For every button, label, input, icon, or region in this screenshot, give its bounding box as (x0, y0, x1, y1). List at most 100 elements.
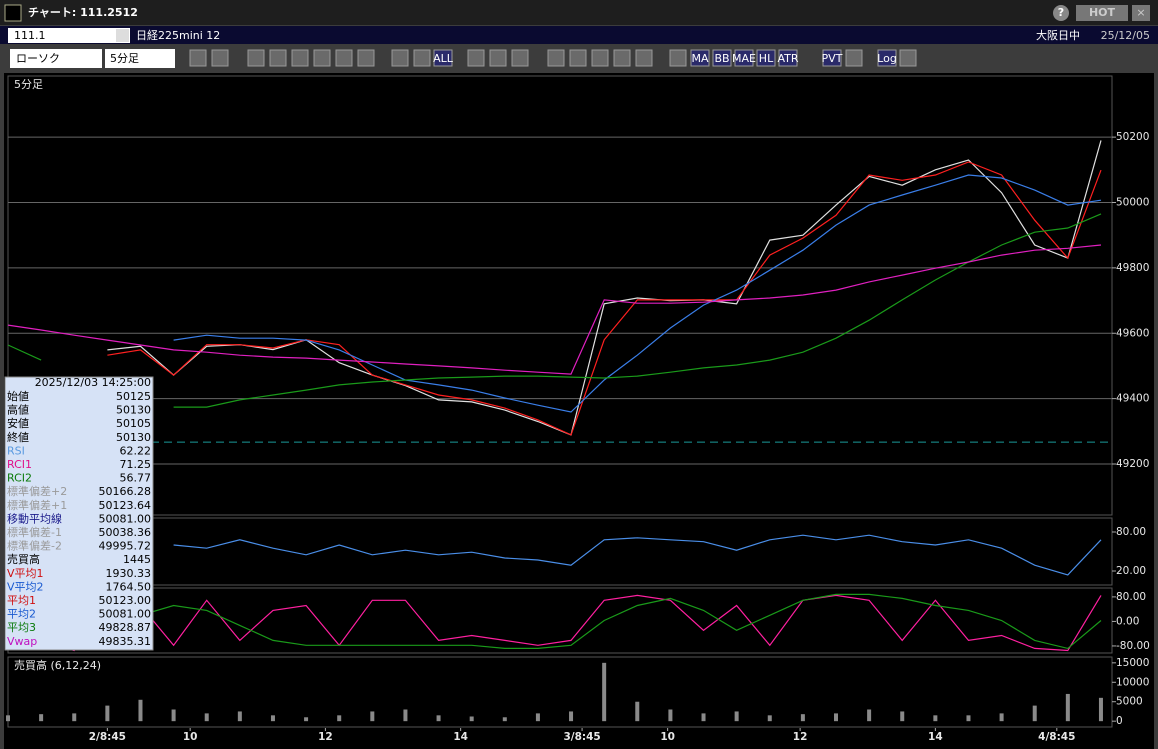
toolbar-button-label: MAE (732, 52, 756, 65)
volume-bar (270, 715, 275, 722)
volume-bar (6, 715, 10, 722)
info-label: Vwap (7, 635, 37, 648)
volume-bar (337, 715, 342, 722)
y-tick-label: 20.00 (1116, 565, 1146, 577)
toolbar-icon[interactable] (247, 49, 265, 67)
toolbar-icon[interactable] (845, 49, 863, 67)
y-tick-label: 80.00 (1116, 591, 1146, 603)
toolbar-icon[interactable] (591, 49, 609, 67)
toolbar-icon[interactable] (899, 49, 917, 67)
volume-bar (105, 705, 110, 722)
close-button[interactable] (1132, 5, 1150, 21)
code-dropdown[interactable] (116, 29, 129, 42)
volume-bar (933, 715, 938, 722)
info-label: V平均1 (7, 567, 44, 580)
info-panel: 2025/12/03 14:25:00 始値 50125 高値 50130 安値 5010… (4, 376, 154, 651)
date: 25/12/05 (1101, 29, 1150, 42)
info-label: 移動平均線 (7, 511, 62, 525)
volume-bar (403, 709, 408, 722)
help-mark: ? (1058, 6, 1064, 19)
toolbar-button[interactable] (756, 49, 776, 67)
volume-bar (800, 714, 805, 722)
toolbar-icon[interactable] (291, 49, 309, 67)
x-tick-label: 10 (660, 731, 675, 743)
hot-button[interactable] (1076, 5, 1128, 21)
toolbar-icon[interactable] (511, 49, 529, 67)
volume-bar (535, 713, 540, 722)
toolbar-icon[interactable] (547, 49, 565, 67)
y-tick-label: 49400 (1116, 393, 1149, 405)
y-tick-label: -80.00 (1116, 640, 1150, 652)
volume-bar (602, 662, 607, 722)
toolbar-icon[interactable] (269, 49, 287, 67)
symbol-bar (0, 26, 1158, 44)
toolbar-icon[interactable] (357, 49, 375, 67)
volume-bar (701, 713, 706, 722)
toolbar-icon[interactable] (335, 49, 353, 67)
info-label: 売買高 (7, 552, 40, 566)
toolbar-icon[interactable] (211, 49, 229, 67)
info-value: 50081.00 (99, 608, 152, 621)
info-value: 50130 (116, 404, 151, 417)
code-input[interactable] (8, 28, 130, 43)
window-title: チャート: 111.2512 (28, 6, 138, 19)
toolbar-button[interactable] (690, 49, 710, 67)
volume-bar (204, 713, 209, 722)
volume-bar (502, 717, 507, 722)
toolbar-icon[interactable] (413, 49, 431, 67)
x-tick-label: 3/8:45 (563, 731, 600, 743)
toolbar-icon[interactable] (467, 49, 485, 67)
code-text: 111.1 (14, 29, 46, 42)
volume-bar (999, 713, 1004, 722)
volume-bar (834, 713, 838, 722)
volume-bar (867, 709, 872, 722)
interval: 5分足 (110, 52, 139, 65)
toolbar-button[interactable] (734, 49, 754, 67)
info-value: 62.22 (120, 444, 152, 457)
volume-bar (1098, 697, 1103, 722)
toolbar-button[interactable] (712, 49, 732, 67)
info-value: 49995.72 (99, 540, 152, 553)
toolbar-icon[interactable] (569, 49, 587, 67)
hot-label: HOT (1089, 6, 1116, 19)
volume-bar (900, 711, 905, 722)
info-datetime: 2025/12/03 14:25:00 (35, 376, 151, 389)
info-value: 1764.50 (106, 580, 152, 593)
toolbar-icon[interactable] (635, 49, 653, 67)
interval-select[interactable] (105, 49, 175, 68)
help-button[interactable] (1053, 5, 1069, 21)
volume-bar (569, 711, 574, 722)
pane-title: 5分足 (14, 78, 43, 91)
info-label: 始値 (7, 389, 29, 403)
info-label: 平均1 (7, 594, 36, 607)
toolbar-button[interactable] (433, 49, 453, 67)
info-value: 71.25 (120, 458, 152, 471)
toolbar-icons: ALL MA BB MAE HL ATR PVT Log (189, 49, 917, 67)
toolbar-button[interactable] (778, 49, 798, 67)
close-mark: × (1136, 6, 1145, 19)
session: 大阪日中 (1036, 28, 1080, 42)
chart-kind-select[interactable] (10, 49, 102, 68)
toolbar-button[interactable] (822, 49, 842, 67)
toolbar-button-label: PVT (822, 52, 843, 65)
volume-bar (767, 715, 772, 722)
info-label: 安値 (7, 416, 29, 430)
pane-frame (7, 656, 1113, 728)
toolbar-button[interactable] (877, 49, 897, 67)
toolbar-icon[interactable] (189, 49, 207, 67)
volume-bar (1032, 705, 1037, 722)
info-value: 50123.64 (99, 499, 152, 512)
series-line (173, 174, 1102, 413)
toolbar-button-label: MA (691, 52, 708, 65)
toolbar-icon[interactable] (391, 49, 409, 67)
info-label: RCI2 (7, 472, 32, 485)
toolbar-icon[interactable] (489, 49, 507, 67)
toolbar-icon[interactable] (613, 49, 631, 67)
toolbar-icon[interactable] (313, 49, 331, 67)
info-label: 標準偏差-1 (7, 525, 62, 539)
info-panel-bg (4, 376, 154, 651)
volume-bar (171, 709, 176, 722)
toolbar-icon[interactable] (669, 49, 687, 67)
y-tick-label: 50000 (1116, 197, 1149, 209)
